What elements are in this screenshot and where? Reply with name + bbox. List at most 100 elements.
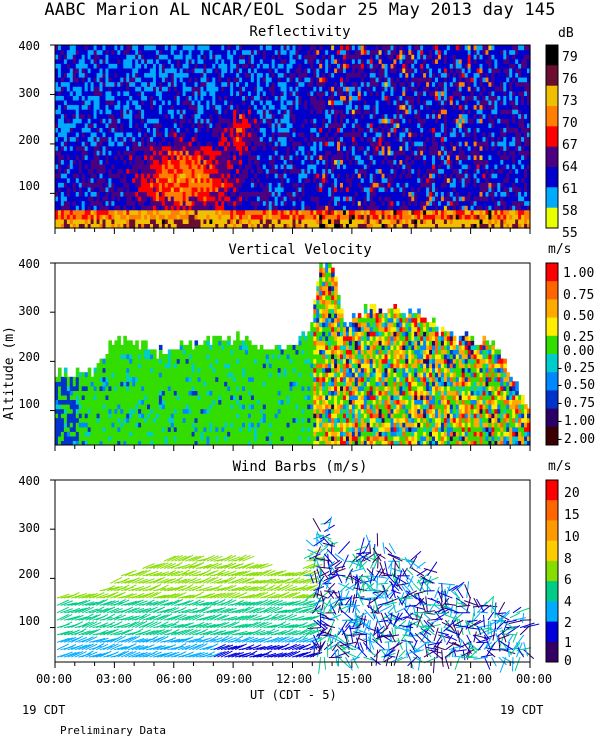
heatmap-cell [253,49,258,55]
heatmap-cell [132,45,136,51]
heatmap-cell [99,168,104,174]
heatmap-cell [153,122,157,128]
heatmap-cell [129,154,133,160]
heatmap-cell [268,196,273,202]
heatmap-cell [111,168,115,174]
heatmap-cell [161,45,166,51]
heatmap-cell [227,45,231,51]
heatmap-cell [230,81,234,87]
heatmap-cell [126,122,130,128]
heatmap-cell [176,99,181,106]
heatmap-cell [60,113,65,119]
heatmap-cell [123,113,127,119]
heatmap-cell [84,150,89,156]
heatmap-cell [197,131,202,138]
heatmap-cell [60,45,65,51]
heatmap-cell [99,63,104,69]
heatmap-cell [188,45,193,51]
heatmap-cell [58,186,62,192]
heatmap-cell [158,63,163,69]
heatmap-cell [81,200,86,206]
heatmap-cell [69,196,74,202]
heatmap-cell [114,154,118,160]
heatmap-cell [203,145,207,151]
heatmap-cell [102,173,107,179]
heatmap-cell [221,218,225,224]
heatmap-cell [87,67,92,74]
heatmap-cell [75,72,80,78]
heatmap-cell [200,182,205,188]
heatmap-cell [170,182,175,188]
heatmap-cell [259,81,264,87]
heatmap-cell [158,209,163,215]
heatmap-cell [206,118,210,124]
heatmap-cell [185,118,190,124]
heatmap-cell [250,196,255,202]
heatmap-cell [224,58,228,64]
heatmap-cell [155,95,160,101]
heatmap-cell [69,109,74,115]
heatmap-cell [271,159,276,165]
heatmap-cell [114,72,118,78]
heatmap-cell [155,49,160,55]
heatmap-cell [164,99,169,106]
heatmap-cell [179,154,184,160]
heatmap-cell [108,104,112,110]
heatmap-cell [72,186,77,192]
heatmap-cell [197,218,202,224]
heatmap-cell [144,200,148,206]
heatmap-cell [209,99,213,106]
heatmap-cell [108,127,112,133]
heatmap-cell [129,186,133,192]
heatmap-cell [144,99,148,106]
heatmap-cell [256,177,261,183]
heatmap-cell [135,209,139,215]
heatmap-cell [102,159,107,165]
heatmap-cell [60,58,65,64]
heatmap-cell [78,186,83,192]
heatmap-cell [170,191,175,197]
heatmap-cell [155,200,160,206]
heatmap-cell [256,99,261,106]
heatmap-cell [164,95,169,101]
heatmap-cell [75,58,80,64]
heatmap-cell [215,72,219,78]
heatmap-cell [105,159,110,165]
heatmap-cell [144,196,148,202]
heatmap-cell [58,58,62,64]
heatmap-cell [105,58,110,64]
heatmap-cell [66,168,71,174]
heatmap-cell [75,145,80,151]
heatmap-cell [253,136,258,142]
heatmap-cell [239,168,243,174]
heatmap-cell [227,150,231,156]
heatmap-cell [84,173,89,179]
heatmap-cell [66,54,71,60]
heatmap-cell [236,54,240,60]
heatmap-cell [250,136,255,142]
heatmap-cell [84,200,89,206]
heatmap-cell [93,63,98,69]
heatmap-cell [182,209,187,215]
heatmap-cell [194,49,199,55]
heatmap-cell [230,159,234,165]
heatmap-cell [135,191,139,197]
heatmap-cell [114,218,118,224]
heatmap-cell [173,168,178,174]
heatmap-cell [170,136,175,142]
heatmap-cell [135,196,139,202]
heatmap-cell [250,191,255,197]
heatmap-cell [259,173,264,179]
heatmap-cell [135,150,139,156]
heatmap-cell [90,150,95,156]
heatmap-cell [197,95,202,101]
heatmap-cell [170,127,175,133]
heatmap-cell [262,109,267,115]
heatmap-cell [194,77,199,83]
heatmap-cell [250,63,255,69]
heatmap-cell [129,77,133,83]
heatmap-cell [176,159,181,165]
heatmap-cell [132,145,136,151]
heatmap-cell [138,159,142,165]
heatmap-cell [173,49,178,55]
